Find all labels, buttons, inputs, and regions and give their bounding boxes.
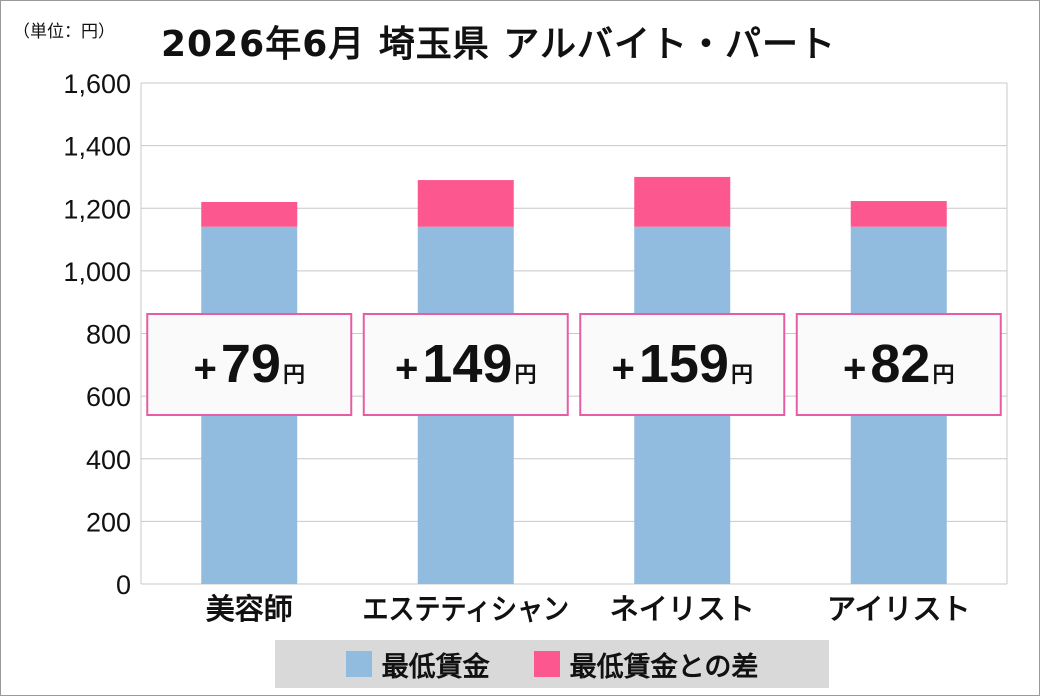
unit-label: （単位：円） (13, 22, 115, 42)
y-tick-label: 1,600 (63, 69, 131, 99)
callout-label: +159円 (612, 334, 753, 394)
callout-label: +79円 (194, 334, 305, 394)
callout-box (362, 313, 569, 416)
category-label: アイリスト (827, 592, 971, 626)
bar-diff (634, 176, 731, 227)
bar-diff (417, 180, 514, 227)
chart-plot: 0 200 400 600 800 1,000 1,200 1,400 1,600 美容師 エステテ… (63, 69, 1008, 626)
y-tick-label: 800 (86, 320, 131, 350)
callout-label: +149円 (395, 334, 536, 394)
legend-label-diff: 最低賃金との差 (569, 651, 759, 683)
category-label: 美容師 (206, 592, 293, 626)
y-tick-label: 600 (86, 382, 131, 412)
y-tick-label: 1,200 (63, 194, 131, 224)
callout-box (579, 313, 786, 416)
category-label: ネイリスト (610, 592, 755, 626)
y-tick-label: 1,000 (63, 257, 131, 287)
callout-box (146, 313, 353, 416)
chart-title: 2026年6月 埼玉県 アルバイト・パート (161, 24, 836, 65)
callout-box (795, 313, 1002, 416)
bar-diff (850, 201, 947, 227)
legend: 最低賃金 最低賃金との差 (275, 640, 829, 688)
legend-swatch-diff (533, 651, 560, 677)
y-tick-label: 200 (86, 507, 131, 537)
y-tick-label: 0 (116, 570, 131, 600)
legend-item-diff: 最低賃金との差 (533, 645, 759, 684)
callout-label: +82円 (843, 334, 954, 394)
bar-diff (201, 201, 298, 227)
legend-label-base: 最低賃金 (381, 651, 490, 683)
y-tick-label: 1,400 (63, 132, 131, 162)
legend-item-base: 最低賃金 (345, 645, 490, 684)
legend-swatch-base (345, 651, 372, 677)
y-tick-label: 400 (86, 445, 131, 475)
category-label: エステティシャン (363, 592, 570, 626)
